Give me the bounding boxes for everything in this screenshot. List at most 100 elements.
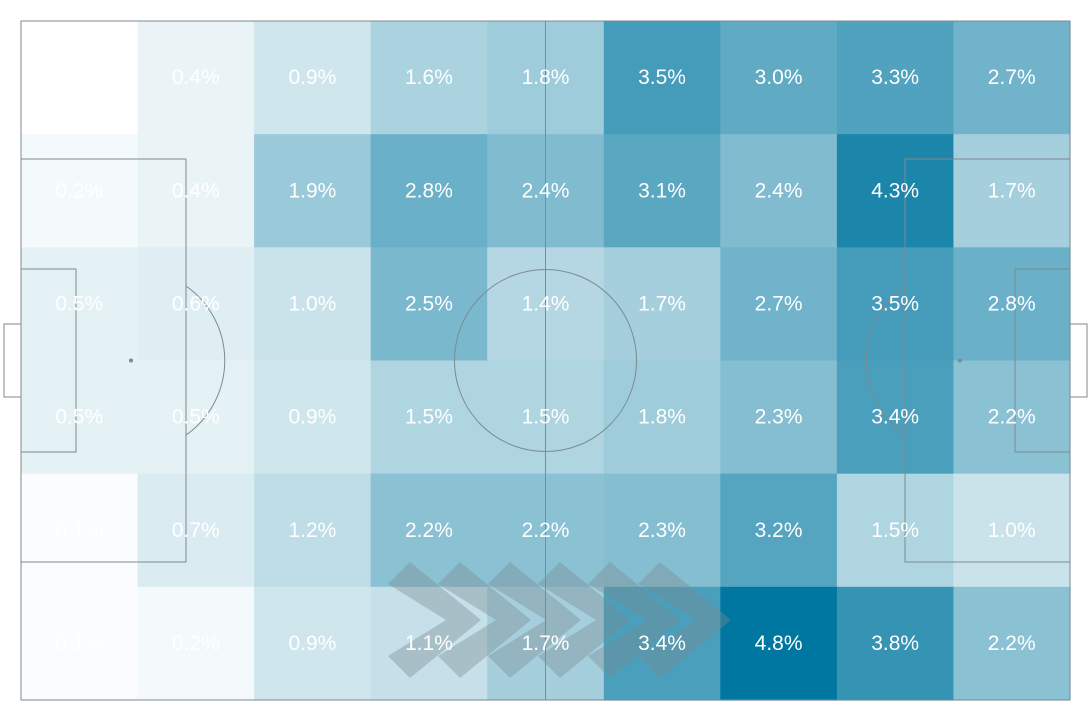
heatmap-cell [137,360,255,475]
heatmap-cell [21,134,139,248]
cell-value-label: 2.3% [755,406,803,429]
heatmap-cell [137,134,255,248]
cell-value-label: 1.7% [638,292,686,315]
cell-value-label: 4.8% [755,632,803,655]
cell-value-label: 3.1% [638,179,686,202]
cell-value-label: 2.2% [988,406,1036,429]
heatmap-cell [370,21,488,135]
heatmap-cell [254,586,372,701]
direction-chevron [488,562,581,678]
cell-value-label: 3.4% [638,632,686,655]
heatmap-cell [720,586,838,701]
cell-value-label: 2.7% [755,292,803,315]
cell-value-label: 0.5% [55,406,103,429]
heatmap-cell [137,247,255,362]
cell-value-label: 1.1% [405,632,453,655]
cell-value-label: 1.5% [405,406,453,429]
right-goal [1069,323,1088,398]
cell-value-label: 0.7% [172,519,220,542]
cell-value-label: 0.6% [172,292,220,315]
cell-value-label: 0.2% [55,179,103,202]
cell-value-label: 1.0% [988,519,1036,542]
cell-value-label: 2.2% [988,632,1036,655]
right-penalty-arc [865,285,906,436]
cell-value-label: 0.4% [172,66,220,89]
cell-value-label: 1.7% [522,632,570,655]
heatmap-cell [836,21,955,135]
heatmap-cell [953,21,1071,135]
cell-value-label: 3.5% [638,66,686,89]
heatmap-cell [603,360,721,475]
cell-value-label: 3.3% [871,66,919,89]
heatmap-cell [254,134,372,248]
cell-value-label: 0.5% [172,406,220,429]
cell-value-label: 0.9% [288,406,336,429]
cell-value-label: 0.9% [288,66,336,89]
direction-of-play-arrows [388,562,731,678]
cell-value-label: 1.8% [638,406,686,429]
left-penalty-arc [185,285,226,436]
cell-value-label: 1.5% [871,519,919,542]
heatmap-cell [370,473,488,588]
cell-value-label: 0.9% [288,632,336,655]
cell-value-label: 3.8% [871,632,919,655]
cell-value-label: 3.5% [871,292,919,315]
cell-value-label: 2.7% [988,66,1036,89]
heatmap-cell [137,586,255,701]
direction-chevron [388,562,481,678]
heatmap-cell [21,360,139,475]
heatmap-cell [603,21,721,135]
cell-labels: 0.4% 0.9% 1.6% 1.8% 3.5% 3.0% 3.3% 2.7% 0.2% 0.4%… [55,66,1035,655]
heatmap-cell [836,247,955,362]
cell-value-label: 4.3% [871,179,919,202]
heatmap-cell [21,473,139,588]
heatmap-cell [370,134,488,248]
cell-value-label: 0.2% [172,632,220,655]
cell-value-label: 0.5% [55,292,103,315]
heatmap-cell [720,247,838,362]
heatmap-cell [720,360,838,475]
heatmap-cell [836,134,955,248]
heatmap-cell [21,247,139,362]
right-penalty-spot [958,358,962,363]
cell-value-label: 0.1% [55,519,103,542]
cell-value-label: 1.9% [288,179,336,202]
cell-value-label: 0.4% [172,179,220,202]
center-circle [454,269,637,452]
cell-value-label: 2.4% [755,179,803,202]
heatmap-cell [953,360,1071,475]
cell-value-label: 3.0% [755,66,803,89]
heatmap-cell [953,134,1071,248]
direction-chevron [638,562,731,678]
heatmap-cell [254,21,372,135]
direction-chevron [438,562,531,678]
cell-value-label: 0.1% [55,632,103,655]
heatmap-cell [370,247,488,362]
heatmap-cell [603,586,721,701]
cell-value-label: 1.6% [405,66,453,89]
heatmap-cell [720,21,838,135]
heatmap-cell [254,247,372,362]
heatmap-cell [370,586,488,701]
heatmap-cell [836,360,955,475]
heatmap-cell [953,473,1071,588]
heatmap-cell [836,586,955,701]
heatmap-cell [137,21,255,135]
cell-value-label: 1.4% [522,292,570,315]
heatmap-cell [254,473,372,588]
cell-value-label: 1.7% [988,179,1036,202]
left-goal [3,323,22,398]
left-penalty-spot [129,358,133,363]
heatmap-cell [953,247,1071,362]
heatmap-cell [137,473,255,588]
heatmap-cell [720,473,838,588]
heatmap-cell [720,134,838,248]
heatmap-cell [370,360,488,475]
cell-value-label: 1.2% [288,519,336,542]
heatmap-cell [21,21,139,135]
heatmap-cell [603,134,721,248]
heatmap-cell [603,247,721,362]
cell-value-label: 2.4% [522,179,570,202]
heatmap-cell [603,473,721,588]
